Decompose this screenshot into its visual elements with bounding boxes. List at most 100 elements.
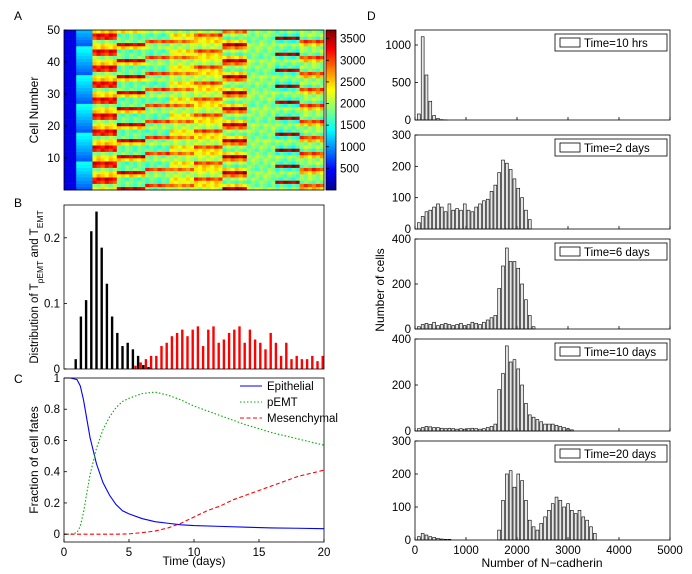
heatmap-cell [210, 46, 215, 50]
heatmap-cell [173, 100, 179, 104]
heatmap-cell [230, 170, 235, 175]
heatmap-cell [120, 148, 126, 152]
heatmap-cell [80, 158, 85, 162]
heatmap-cell [267, 177, 272, 181]
heatmap-cell [254, 148, 260, 152]
heatmap-cell [234, 119, 239, 124]
heatmap-cell [145, 170, 150, 175]
heatmap-cell [267, 71, 272, 76]
heatmap-cell [311, 145, 317, 149]
heatmap-cell [100, 46, 105, 50]
heatmap-cell [68, 174, 73, 178]
heatmap-cell [165, 58, 170, 63]
heatmap-cell [157, 78, 162, 82]
heatmap-cell [100, 30, 105, 34]
heatmap-cell [177, 94, 183, 98]
heatmap-cell [161, 68, 166, 72]
heatmap-cell [169, 142, 174, 146]
histogram-bar [424, 74, 429, 121]
heatmap-cell [315, 186, 321, 191]
heatmap-cell [68, 62, 73, 66]
heatmap-cell [319, 174, 325, 178]
histogram-y-label: Number of cells [373, 248, 387, 331]
heatmap-cell [80, 180, 85, 184]
heatmap-cell [173, 138, 179, 143]
heatmap-cell [153, 138, 158, 143]
heatmap-cell [299, 46, 304, 50]
heatmap-cell [315, 154, 321, 159]
heatmap-cell [173, 135, 179, 140]
heatmap-cell [299, 103, 304, 108]
heatmap-cell [279, 33, 284, 37]
heatmap-cell [157, 186, 162, 191]
heatmap-cell [177, 97, 183, 101]
heatmap-cell [202, 167, 207, 172]
heatmap-cell [222, 177, 227, 181]
heatmap-cell [181, 174, 187, 178]
heatmap-cell [141, 126, 146, 130]
heatmap-cell [64, 94, 69, 98]
heatmap-cell [181, 78, 187, 82]
heatmap-cell [279, 116, 284, 120]
heatmap-cell [189, 148, 195, 152]
heatmap-cell [267, 42, 272, 47]
heatmap-cell [173, 97, 179, 101]
heatmap-cell [177, 158, 183, 162]
heatmap-cell [299, 62, 304, 66]
temt-bar [290, 359, 293, 369]
heatmap-cell [198, 84, 203, 88]
heatmap-cell [161, 154, 166, 159]
heatmap-cell [250, 122, 256, 127]
heatmap-cell [112, 94, 118, 98]
heatmap-cell [275, 132, 280, 136]
heatmap-cell [100, 122, 105, 127]
heatmap-cell [287, 119, 292, 124]
heatmap-cell [299, 167, 304, 172]
heatmap-cell [238, 170, 244, 175]
heatmap-cell [234, 129, 239, 133]
heatmap-cell [206, 87, 211, 92]
heatmap-cell [246, 100, 252, 104]
heatmap-cell [238, 142, 244, 146]
heatmap-cell [165, 116, 170, 120]
heatmap-cell [283, 161, 288, 165]
heatmap-cell [279, 58, 284, 63]
heatmap-cell [137, 39, 142, 44]
heatmap-cell [96, 138, 101, 143]
heatmap-cell [68, 65, 73, 69]
heatmap-cell [279, 142, 284, 146]
heatmap-cell [234, 180, 239, 184]
heatmap-cell [307, 154, 313, 159]
heatmap-cell [254, 119, 260, 124]
heatmap-cell [169, 74, 174, 79]
heatmap-cell [218, 158, 223, 162]
heatmap-cell [88, 148, 93, 152]
heatmap-cell [311, 87, 317, 92]
heatmap-cell [185, 106, 191, 111]
heatmap-cell [206, 119, 211, 124]
heatmap-cell [230, 135, 235, 140]
heatmap-cell [124, 103, 130, 108]
heatmap-cell [242, 106, 248, 111]
heatmap-cell [149, 36, 154, 40]
heatmap-cell [173, 94, 179, 98]
temt-bar [191, 329, 194, 369]
heatmap-cell [303, 170, 309, 175]
heatmap-cell [210, 36, 215, 40]
heatmap-cell [303, 33, 309, 37]
heatmap-cell [299, 49, 304, 53]
histogram-bar [543, 516, 547, 541]
histogram-bar [558, 426, 563, 432]
heatmap-cell [279, 135, 284, 140]
heatmap-cell [214, 55, 219, 60]
heatmap-cell [303, 164, 309, 168]
heatmap-cell [218, 135, 223, 140]
heatmap-cell [88, 103, 93, 108]
heatmap-cell [68, 145, 73, 149]
heatmap-cell [177, 110, 183, 114]
heatmap-cell [141, 94, 146, 98]
heatmap-cell [173, 148, 179, 152]
heatmap-cell [137, 148, 142, 152]
heatmap-cell [291, 138, 296, 143]
